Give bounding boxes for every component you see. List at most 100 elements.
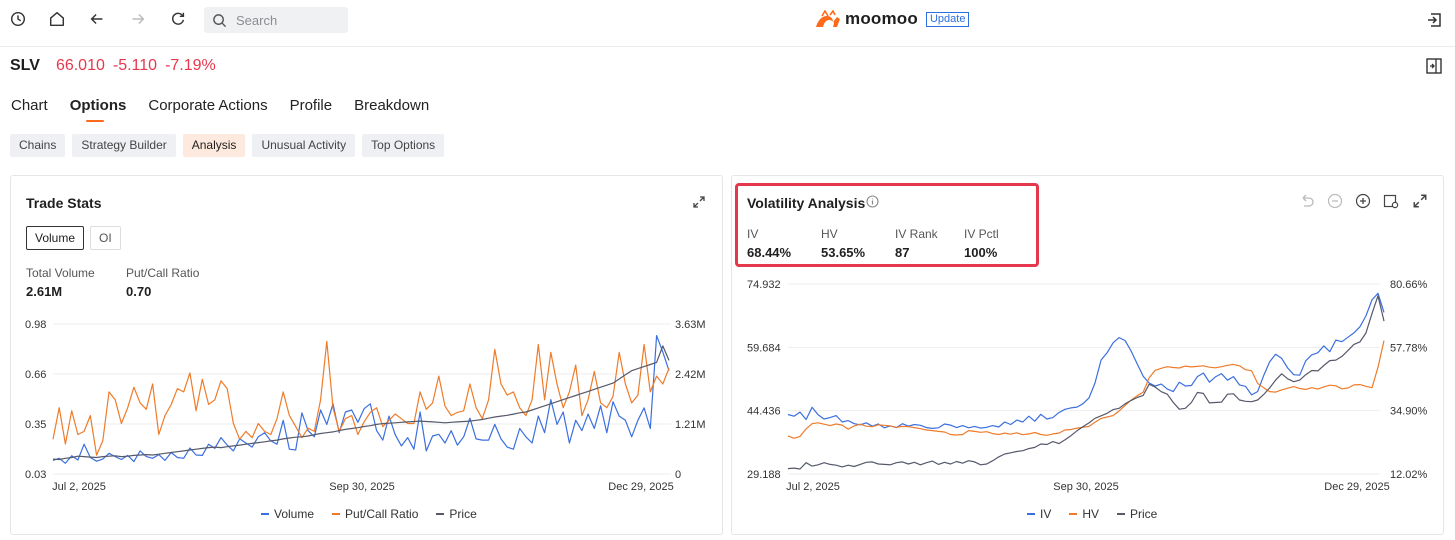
- volatility-title: Volatility Analysis: [747, 195, 866, 211]
- legend-price-swatch: [436, 513, 445, 515]
- trade-stats-card: Trade Stats Volume OI Total Volume 2.61M…: [10, 175, 723, 535]
- x-tick-label: Dec 29, 2025: [1324, 481, 1389, 493]
- pc-ratio-value: 0.70: [126, 284, 152, 299]
- total-volume-label: Total Volume: [26, 266, 95, 280]
- iv-pctl-label: IV Pctl: [964, 227, 999, 241]
- brand-name: moomoo: [845, 9, 918, 28]
- trade-stats-legend: Volume Put/Call Ratio Price: [261, 507, 495, 521]
- tab-options[interactable]: Options: [69, 97, 127, 122]
- pc-ratio-label: Put/Call Ratio: [126, 266, 200, 280]
- y-right-tick-label: 0: [675, 469, 681, 481]
- search-input[interactable]: Search: [236, 12, 278, 28]
- series-line-price: [52, 345, 670, 461]
- update-button[interactable]: Update: [925, 11, 970, 27]
- info-icon[interactable]: [866, 195, 879, 208]
- subtab-strategy-builder[interactable]: Strategy Builder: [72, 134, 176, 157]
- options-subtabs: Chains Strategy Builder Analysis Unusual…: [10, 134, 451, 157]
- iv-pctl-value: 100%: [964, 245, 998, 260]
- legend-hv-swatch: [1069, 513, 1078, 515]
- last-price: 66.010: [55, 57, 105, 74]
- legend-pc-ratio-swatch: [332, 513, 341, 515]
- search-icon: [213, 13, 227, 27]
- volatility-highlight-box: [735, 183, 1039, 267]
- back-icon[interactable]: [86, 8, 108, 30]
- legend-price[interactable]: Price: [436, 507, 477, 521]
- series-line-put-call-ratio: [52, 340, 670, 456]
- x-tick-label: Jul 2, 2025: [786, 481, 840, 493]
- y-right-tick-label: 2.42M: [675, 369, 706, 381]
- oi-toggle[interactable]: OI: [90, 226, 121, 250]
- iv-value: 68.44%: [747, 245, 792, 260]
- iv-rank-label: IV Rank: [895, 227, 938, 241]
- iv-rank-value: 87: [895, 245, 910, 260]
- subtab-chains[interactable]: Chains: [10, 134, 66, 157]
- y-right-tick-label: 3.63M: [675, 319, 706, 331]
- legend-pc-ratio[interactable]: Put/Call Ratio: [332, 507, 418, 521]
- tab-chart[interactable]: Chart: [11, 97, 48, 114]
- y-left-tick-label: 0.35: [25, 419, 46, 431]
- zoom-in-icon[interactable]: [1355, 193, 1371, 209]
- home-icon[interactable]: [46, 8, 68, 30]
- top-bar: Search moomoo Update: [0, 0, 1455, 47]
- y-left-tick-label: 74.932: [747, 279, 781, 291]
- legend-iv[interactable]: IV: [1027, 507, 1051, 521]
- volatility-legend: IV HV Price: [1027, 507, 1175, 521]
- undo-icon[interactable]: [1299, 193, 1315, 209]
- x-tick-label: Dec 29, 2025: [608, 481, 673, 493]
- tab-breakdown[interactable]: Breakdown: [354, 97, 430, 114]
- expand-icon[interactable]: [1412, 193, 1428, 209]
- legend-iv-label: IV: [1040, 507, 1052, 521]
- price-change-pct: -7.19%: [165, 57, 216, 74]
- hv-value: 53.65%: [821, 245, 866, 260]
- subtab-analysis[interactable]: Analysis: [182, 134, 246, 157]
- legend-price-label: Price: [449, 507, 477, 521]
- y-left-tick-label: 59.684: [747, 342, 781, 354]
- zoom-out-icon[interactable]: [1327, 193, 1343, 209]
- refresh-icon[interactable]: [167, 8, 189, 30]
- search-box[interactable]: Search: [204, 7, 348, 33]
- trade-stats-title: Trade Stats: [26, 195, 102, 211]
- trade-stats-chart: 0.98 3.63M 0.66 2.42M 0.35 1.21M 0.03 0 Jul 2, 2…: [25, 319, 706, 493]
- iv-label: IV: [747, 227, 759, 241]
- price-change: -5.110: [112, 57, 158, 74]
- panel-toggle-icon[interactable]: [1426, 58, 1442, 74]
- y-left-tick-label: 0.03: [25, 469, 46, 481]
- volatility-chart: 74.932 80.66% 59.684 57.78% 44.436 34.90% 29.1…: [747, 279, 1428, 493]
- y-left-tick-label: 0.98: [25, 319, 46, 331]
- legend-volume-label: Volume: [274, 507, 315, 521]
- y-right-tick-label: 80.66%: [1390, 279, 1428, 291]
- x-tick-label: Jul 2, 2025: [52, 481, 106, 493]
- tab-corporate-actions[interactable]: Corporate Actions: [148, 97, 268, 114]
- y-left-tick-label: 29.188: [747, 469, 781, 481]
- y-right-tick-label: 1.21M: [675, 419, 706, 431]
- legend-volume[interactable]: Volume: [261, 507, 314, 521]
- main-tabs: Chart Options Corporate Actions Profile …: [11, 97, 451, 122]
- logout-icon[interactable]: [1425, 11, 1443, 29]
- legend-volume-swatch: [261, 513, 269, 515]
- legend-price[interactable]: Price: [1117, 507, 1157, 521]
- quote-header: SLV 66.010 -5.110 -7.19%: [10, 57, 216, 75]
- expand-icon[interactable]: [692, 195, 706, 209]
- series-line-volume: [52, 335, 670, 464]
- volume-toggle[interactable]: Volume: [26, 226, 85, 250]
- history-icon[interactable]: [7, 8, 29, 30]
- y-right-tick-label: 57.78%: [1390, 342, 1428, 354]
- legend-hv-label: HV: [1082, 507, 1100, 521]
- legend-hv[interactable]: HV: [1069, 507, 1099, 521]
- legend-price-swatch: [1117, 513, 1126, 515]
- brand: moomoo Update: [815, 9, 970, 29]
- legend-iv-swatch: [1027, 513, 1035, 515]
- total-volume-value: 2.61M: [26, 284, 63, 299]
- y-left-tick-label: 44.436: [747, 406, 781, 418]
- hv-label: HV: [821, 227, 838, 241]
- subtab-top-options[interactable]: Top Options: [362, 134, 445, 157]
- tab-profile[interactable]: Profile: [289, 97, 333, 114]
- series-line-iv: [787, 292, 1385, 429]
- subtab-unusual-activity[interactable]: Unusual Activity: [252, 134, 356, 157]
- y-right-tick-label: 34.90%: [1390, 406, 1428, 418]
- ticker-symbol: SLV: [10, 57, 40, 74]
- legend-price-label: Price: [1130, 507, 1158, 521]
- chart-settings-icon[interactable]: [1383, 193, 1399, 209]
- x-tick-label: Sep 30, 2025: [1053, 481, 1118, 493]
- forward-icon[interactable]: [127, 8, 149, 30]
